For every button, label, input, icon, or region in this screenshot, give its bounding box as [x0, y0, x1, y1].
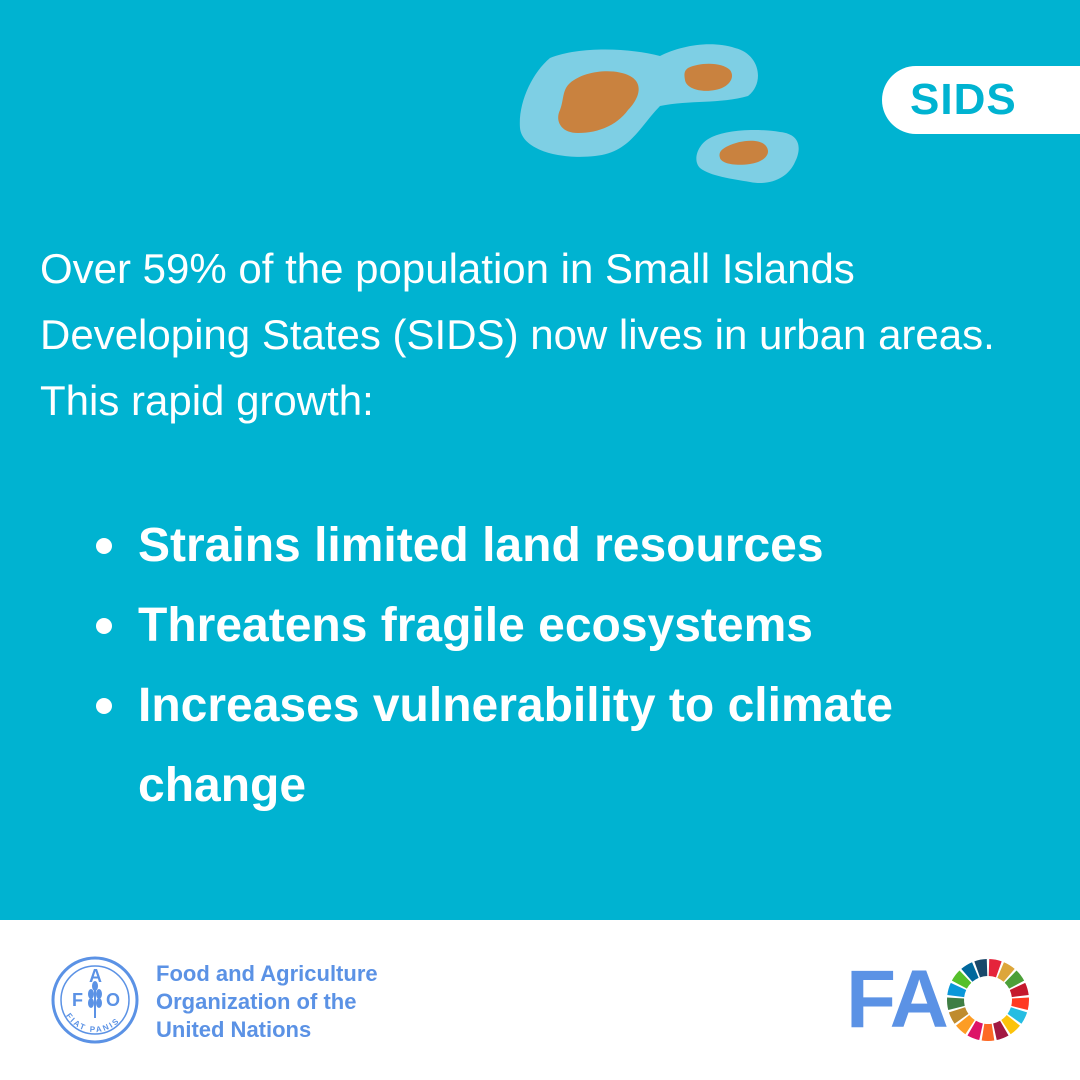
sdg-wheel-segment: [993, 1020, 1009, 1041]
islands-illustration: [519, 44, 799, 184]
sdg-wheel-segment: [947, 982, 967, 998]
bullet-list: Strains limited land resources Threatens…: [96, 506, 996, 826]
org-name-line: Organization of the: [156, 989, 357, 1014]
emblem-letter-a: A: [89, 966, 102, 986]
sdg-wheel-segment: [948, 1007, 969, 1024]
island-land-right: [719, 140, 769, 165]
bullet-dot-icon: [96, 698, 112, 714]
org-name-line: Food and Agriculture: [156, 961, 378, 986]
sdg-wheel-segment: [951, 970, 972, 989]
bullet-item: Increases vulnerability to climate chang…: [96, 666, 996, 826]
sdg-wheel-segment: [1007, 1007, 1028, 1024]
bullet-dot-icon: [96, 618, 112, 634]
bullet-dot-icon: [96, 538, 112, 554]
emblem-letter-f: F: [72, 990, 83, 1010]
footer: F A O FIAT PANIS Food and Agriculture Or…: [0, 920, 1080, 1080]
sdg-wheel-segment: [961, 962, 979, 982]
wheat-ear-icon: [88, 981, 102, 1018]
sids-tag: SIDS: [882, 66, 1080, 134]
bullet-item: Strains limited land resources: [96, 506, 996, 586]
sdg-wheel-icon: [947, 959, 1029, 1041]
sdg-wheel-segment: [988, 959, 1002, 978]
sdg-wheel-segment: [1009, 982, 1029, 998]
island-land-small: [684, 63, 733, 91]
sdg-wheel-segment: [947, 997, 965, 1011]
intro-text: Over 59% of the population in Small Isla…: [40, 245, 995, 424]
org-name: Food and Agriculture Organization of the…: [156, 960, 486, 1044]
sdg-wheel-segment: [981, 1023, 995, 1041]
island-land-large: [558, 71, 639, 133]
sdg-wheel-segment: [956, 1015, 975, 1035]
sdg-wheel-segment: [1011, 997, 1029, 1011]
sdg-wheel-segment: [1004, 970, 1025, 989]
content-panel: SIDS Over 59% of the population in Small…: [0, 0, 1080, 920]
sdg-wheel-segment: [997, 962, 1015, 982]
sdg-wheel-segment: [974, 959, 988, 978]
fao-logo-letters: FA: [846, 954, 949, 1045]
bullet-text: Threatens fragile ecosystems: [138, 599, 813, 652]
bullet-item: Threatens fragile ecosystems: [96, 586, 996, 666]
emblem-motto: FIAT PANIS: [64, 1011, 120, 1034]
svg-text:FIAT PANIS: FIAT PANIS: [64, 1011, 122, 1034]
fao-emblem-icon: F A O FIAT PANIS: [51, 956, 139, 1044]
sdg-wheel-segment: [967, 1020, 983, 1041]
sdg-wheel-segment: [1001, 1015, 1020, 1035]
bullet-text: Strains limited land resources: [138, 519, 824, 572]
org-name-line: United Nations: [156, 1017, 312, 1042]
sids-tag-label: SIDS: [910, 75, 1017, 124]
emblem-letter-o: O: [106, 990, 120, 1010]
bullet-text: Increases vulnerability to climate chang…: [138, 679, 893, 812]
